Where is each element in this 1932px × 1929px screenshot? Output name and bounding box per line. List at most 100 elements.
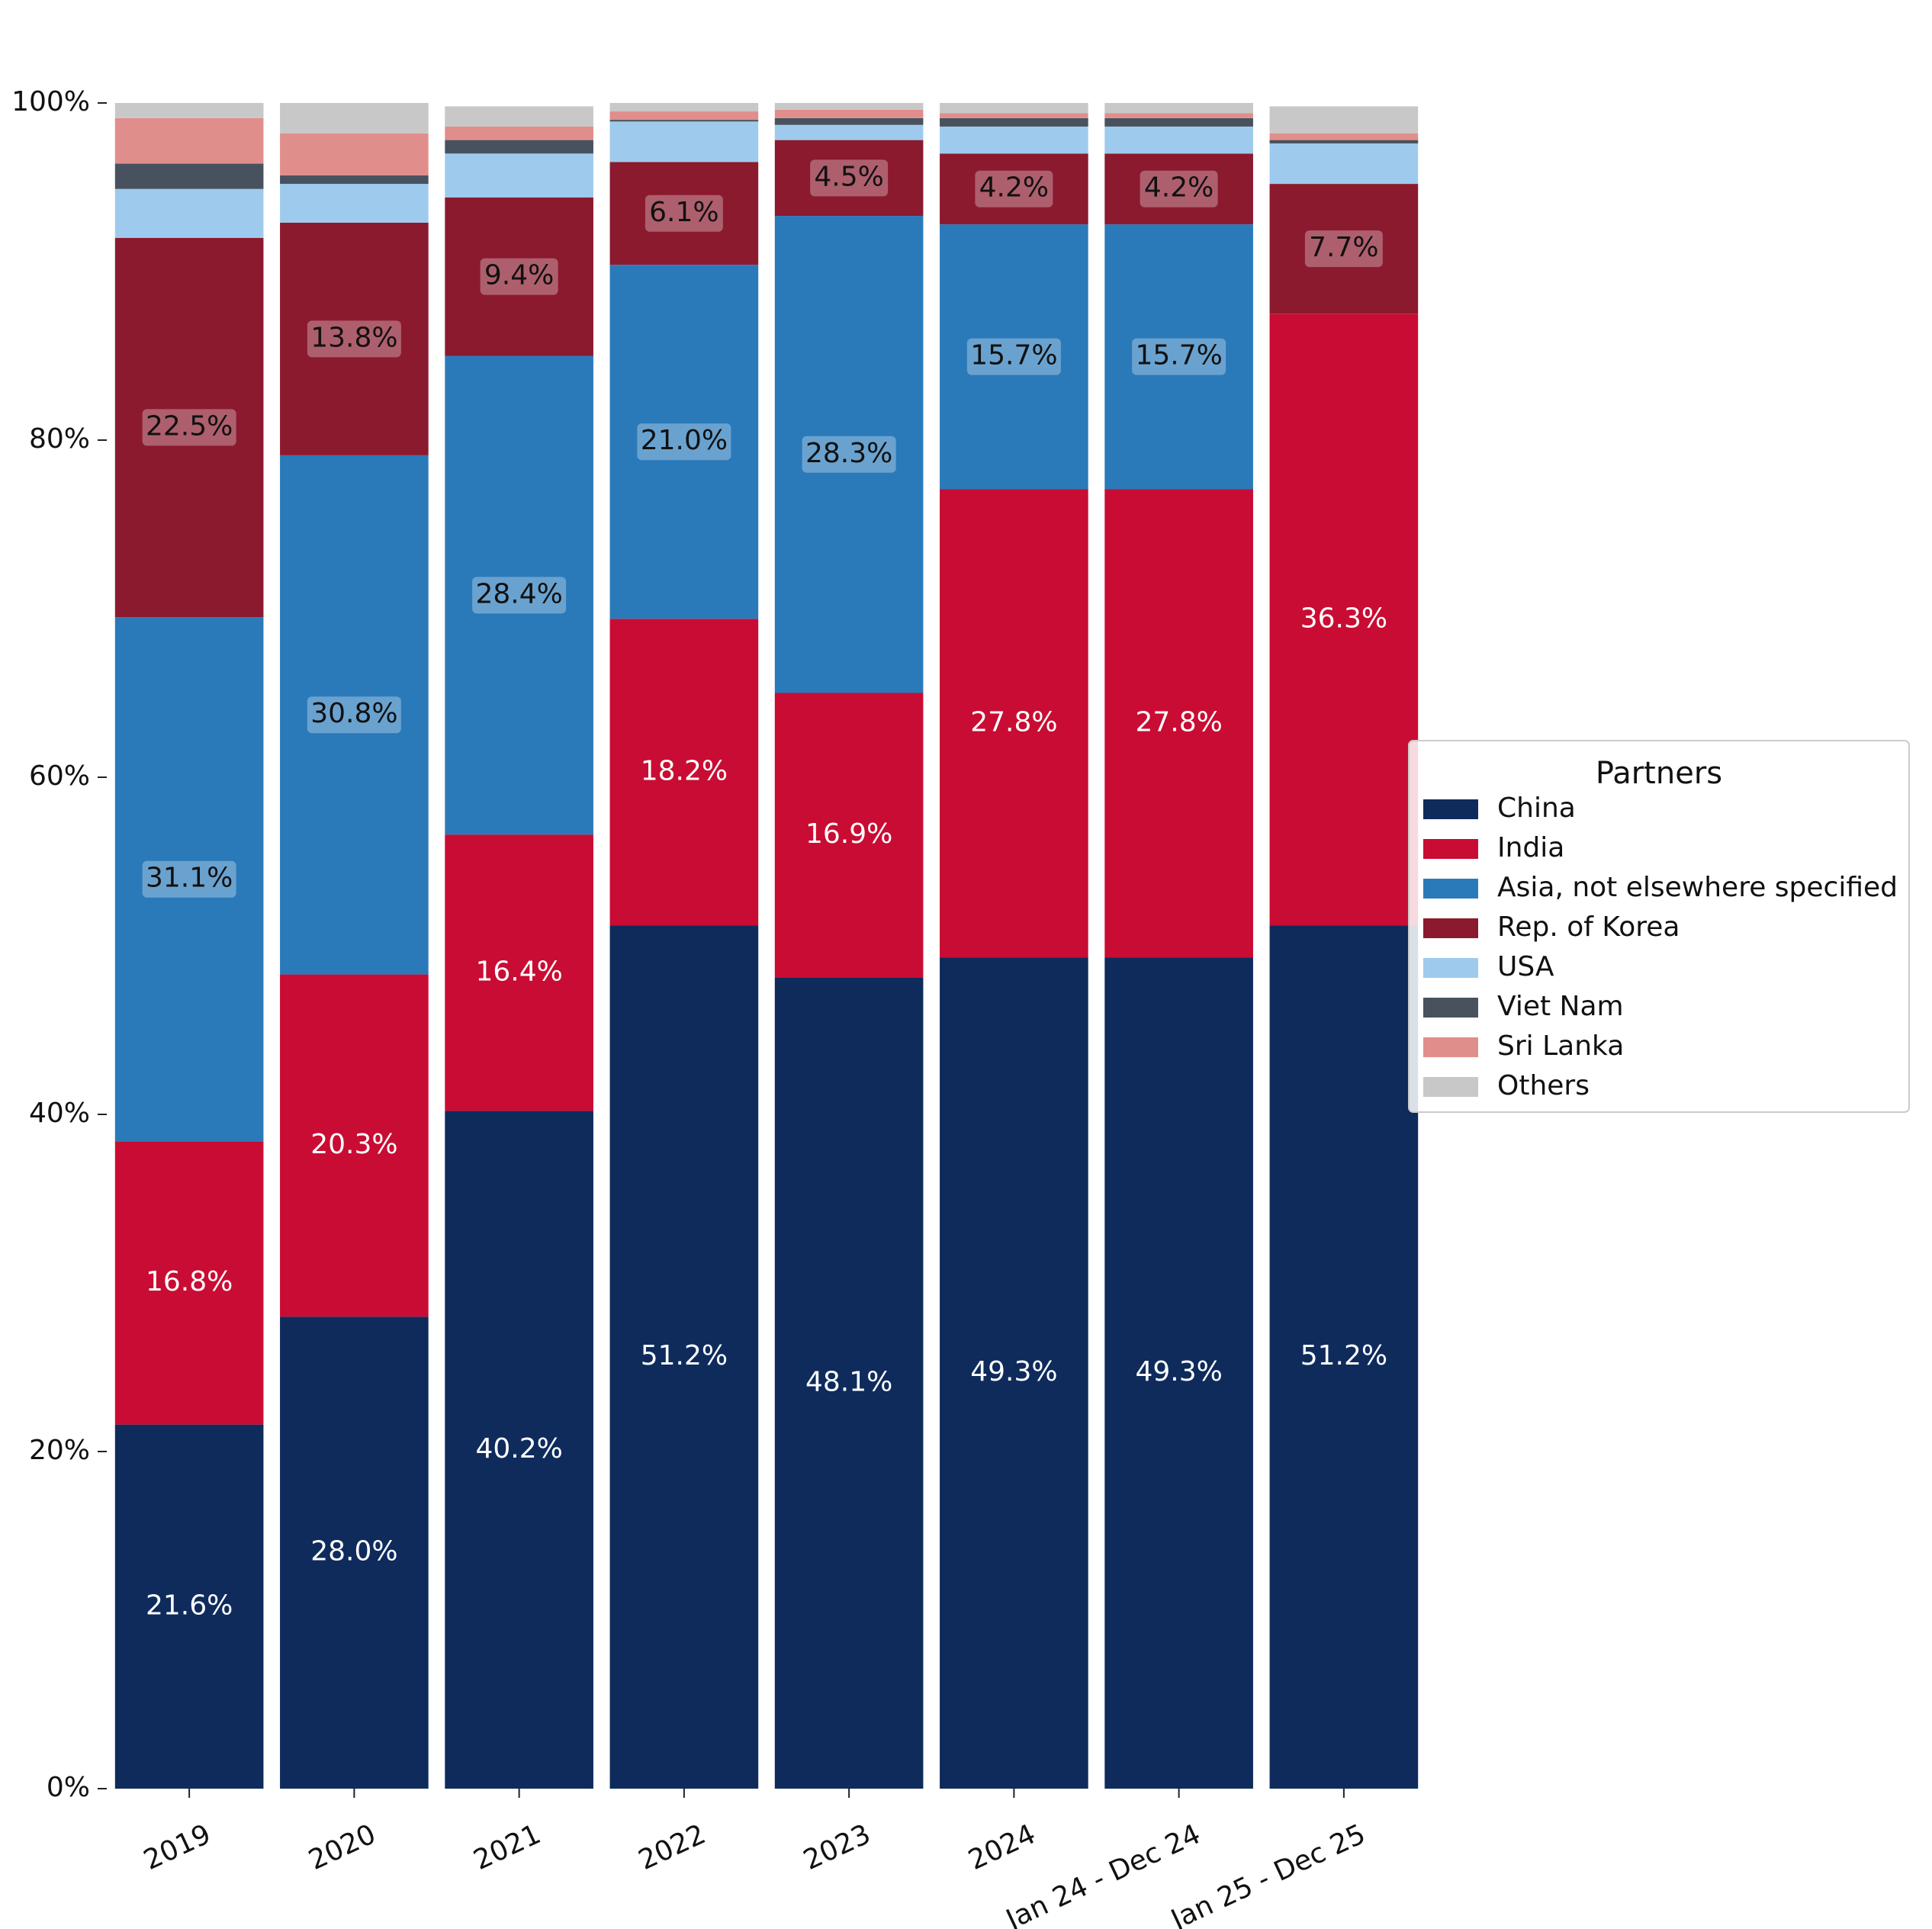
- bar-segment: [114, 117, 264, 164]
- legend-swatch: [1423, 1037, 1478, 1057]
- value-label: 15.7%: [970, 340, 1057, 371]
- value-label: 36.3%: [1300, 603, 1387, 634]
- value-label: 20.3%: [310, 1129, 397, 1160]
- value-label: 16.9%: [805, 818, 892, 850]
- bar-segment: [445, 355, 593, 835]
- bar-segment: [1269, 143, 1419, 185]
- bar-segment: [940, 126, 1088, 154]
- value-label: 28.3%: [805, 438, 892, 469]
- legend-swatch: [1423, 998, 1478, 1018]
- bar-segment: [774, 124, 924, 140]
- value-label: 51.2%: [641, 1340, 728, 1371]
- bar-segment: [114, 237, 264, 618]
- bar-segment: [774, 103, 924, 110]
- bar-segment: [609, 120, 759, 122]
- bar-segment: [1104, 126, 1253, 154]
- value-label: 21.0%: [641, 425, 728, 456]
- bar-segment: [609, 111, 759, 121]
- y-tick-label: 0%: [47, 1772, 90, 1803]
- bar-segment: [774, 109, 924, 118]
- legend-swatch: [1423, 1077, 1478, 1097]
- value-label: 40.2%: [475, 1433, 562, 1464]
- x-tick-label: 2022: [634, 1818, 710, 1876]
- bar-segment: [609, 121, 759, 162]
- bars: [114, 103, 1419, 1789]
- value-label: 51.2%: [1300, 1340, 1387, 1371]
- bar-segment: [940, 489, 1088, 958]
- legend-label: Viet Nam: [1497, 991, 1624, 1022]
- value-label: 30.8%: [310, 698, 397, 729]
- value-label-box: [472, 577, 567, 614]
- legend-label: Asia, not elsewhere specified: [1497, 872, 1898, 903]
- value-label: 28.0%: [310, 1536, 397, 1567]
- legend-label: Rep. of Korea: [1497, 911, 1680, 943]
- bar-segment: [940, 117, 1088, 127]
- bar-segment: [114, 103, 264, 118]
- y-axis: 0% 20% 40% 60% 80% 100%: [11, 86, 107, 1803]
- bar-segment: [940, 153, 1088, 225]
- value-label-box: [142, 860, 236, 898]
- y-tick-label: 40%: [29, 1098, 90, 1129]
- bar-segment: [609, 619, 759, 926]
- bar-segment: [280, 175, 429, 185]
- value-label-box: [1140, 170, 1218, 207]
- value-label: 4.2%: [979, 172, 1049, 204]
- bar-segment: [280, 455, 429, 975]
- y-tick-label: 20%: [29, 1435, 90, 1466]
- value-label: 49.3%: [970, 1356, 1057, 1387]
- value-label: 15.7%: [1135, 340, 1222, 371]
- legend-title: Partners: [1596, 756, 1722, 791]
- value-label: 22.5%: [146, 410, 233, 442]
- bar-segment: [445, 153, 593, 198]
- value-label: 4.2%: [1144, 172, 1214, 204]
- bar-segment: [445, 126, 593, 140]
- bar-segment: [114, 163, 264, 189]
- bar-segment: [1104, 957, 1253, 1789]
- legend-label: Sri Lanka: [1497, 1030, 1624, 1062]
- x-tick-label: 2023: [799, 1818, 875, 1876]
- value-label-box: [966, 338, 1061, 375]
- x-tick-label: 2024: [964, 1818, 1040, 1876]
- value-label-box: [307, 696, 401, 734]
- y-tick-label: 100%: [11, 86, 90, 117]
- y-tick-label: 60%: [29, 760, 90, 792]
- bar-segment: [940, 957, 1088, 1789]
- bar-segment: [1104, 113, 1253, 118]
- bar-segment: [774, 693, 924, 978]
- bar-segment: [1269, 133, 1419, 140]
- legend-swatch: [1423, 799, 1478, 819]
- bar-segment: [940, 224, 1088, 490]
- legend-label: India: [1497, 832, 1564, 863]
- bar-segment: [1269, 184, 1419, 314]
- bar-segment: [940, 103, 1088, 114]
- bar-segment: [445, 834, 593, 1111]
- bar-segment: [1104, 224, 1253, 490]
- value-label-box: [142, 409, 236, 446]
- value-label: 28.4%: [475, 578, 562, 609]
- value-label-box: [1304, 230, 1383, 268]
- legend-swatch: [1423, 839, 1478, 859]
- value-label-box: [307, 320, 401, 358]
- value-label-box: [645, 195, 723, 232]
- value-label-box: [810, 159, 889, 197]
- bar-segment: [609, 925, 759, 1789]
- value-label: 18.2%: [641, 755, 728, 786]
- bar-segment: [774, 216, 924, 693]
- bar-segment: [1104, 103, 1253, 114]
- bar-segment: [940, 113, 1088, 118]
- bar-segment: [1104, 489, 1253, 958]
- bar-segment: [1104, 117, 1253, 127]
- bar-segment: [445, 106, 593, 127]
- value-label-box: [975, 170, 1053, 207]
- bar-segment: [280, 222, 429, 455]
- bar-segment: [280, 1317, 429, 1789]
- bar-segment: [445, 1111, 593, 1789]
- bar-segment: [774, 977, 924, 1789]
- value-label-box: [637, 423, 731, 461]
- bar-segment: [1104, 153, 1253, 225]
- value-label-box: [802, 436, 896, 473]
- bar-segment: [1269, 313, 1419, 926]
- value-label: 27.8%: [1135, 706, 1222, 738]
- value-label: 27.8%: [970, 706, 1057, 738]
